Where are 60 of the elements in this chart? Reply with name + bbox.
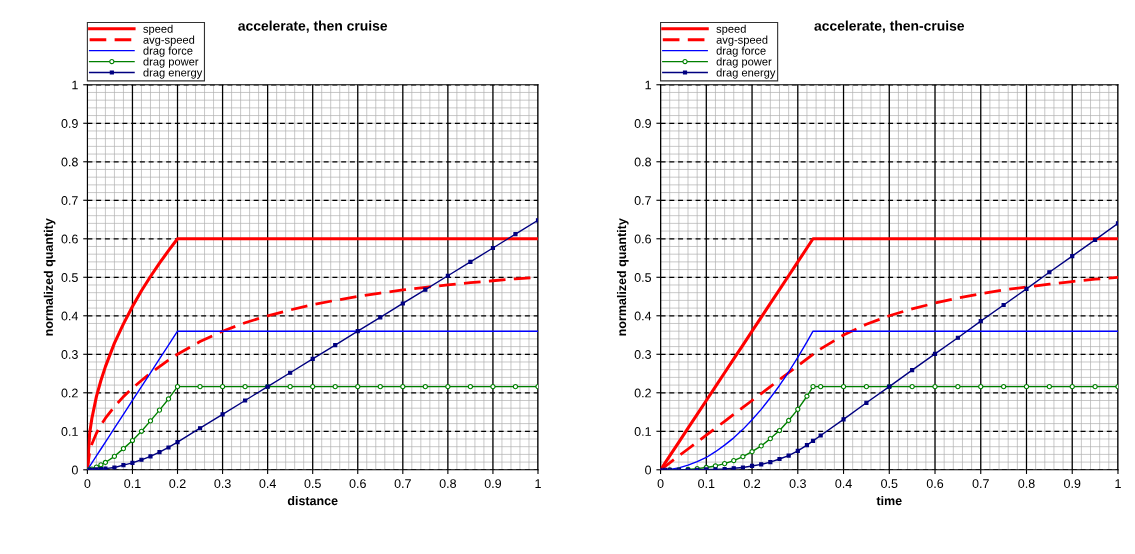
x-tick-label: 0.7 [972,479,989,488]
y-tick-label: 0.5 [634,273,652,282]
y-tick-label: 0 [645,465,652,475]
x-tick-label: 0.9 [484,479,502,488]
chart-title: accelerate, then-cruise [814,20,965,33]
y-tick-label: 0.7 [61,196,78,205]
y-tick-label: 0.7 [634,196,651,205]
y-tick-label: 0.6 [61,234,78,244]
x-tick-label: 0.2 [743,479,761,488]
y-tick-label: 0.8 [634,157,651,167]
y-tick-label: 1 [645,80,651,90]
legend-label: speed [143,24,173,36]
x-tick-label: 0.1 [124,479,141,488]
legend-label: avg-speed [143,35,195,46]
y-tick-label: 0.9 [634,119,651,128]
legend-label: drag force [143,46,193,57]
x-tick-label: 0.6 [926,479,944,488]
y-tick-label: 0.5 [61,273,78,282]
x-tick-label: 0.9 [1064,479,1081,488]
y-tick-label: 0.3 [61,350,78,359]
legend-label: speed [716,24,746,36]
y-tick-label: 1 [72,80,78,90]
x-tick-label: 0.5 [881,479,898,488]
x-tick-label: 0 [84,479,91,488]
x-tick-label: 0.5 [304,479,321,488]
y-tick-label: 0.1 [634,427,651,436]
legend-label: drag energy [716,68,776,79]
x-tick-label: 0.6 [349,479,366,488]
chart-title: accelerate, then cruise [238,20,388,33]
x-tick-label: 0.3 [214,479,231,488]
legend-label: drag power [716,57,772,68]
legend-label: drag energy [143,68,203,79]
y-tick-label: 0.3 [634,350,651,359]
x-tick-label: 0.2 [169,479,186,488]
legend-label: drag force [716,46,766,57]
x-tick-label: 0 [657,479,664,488]
y-axis-title: normalized quantity [43,218,56,336]
y-tick-label: 0.4 [61,311,78,321]
y-tick-label: 0.1 [61,427,78,436]
y-tick-label: 0.6 [634,234,651,244]
y-axis-title: normalized quantity [616,218,629,336]
y-tick-label: 0.9 [61,119,78,128]
x-tick-label: 1 [535,479,541,488]
y-tick-label: 0.8 [61,157,78,167]
x-tick-label: 0.8 [1018,479,1035,488]
legend-label: drag power [143,57,199,68]
x-tick-label: 0.8 [439,479,457,488]
y-tick-label: 0 [71,465,78,475]
x-tick-label: 0.4 [259,479,276,488]
x-axis-title: distance [287,496,338,506]
x-tick-label: 0.4 [835,479,852,488]
x-tick-label: 1 [1115,479,1121,488]
y-tick-label: 0.2 [61,388,78,398]
y-tick-label: 0.4 [634,311,652,321]
legend-label: avg-speed [716,35,768,46]
x-tick-label: 0.1 [698,479,715,488]
x-tick-label: 0.3 [789,479,806,488]
y-tick-label: 0.2 [634,388,651,398]
x-axis-title: time [876,496,902,506]
x-tick-label: 0.7 [394,479,411,488]
